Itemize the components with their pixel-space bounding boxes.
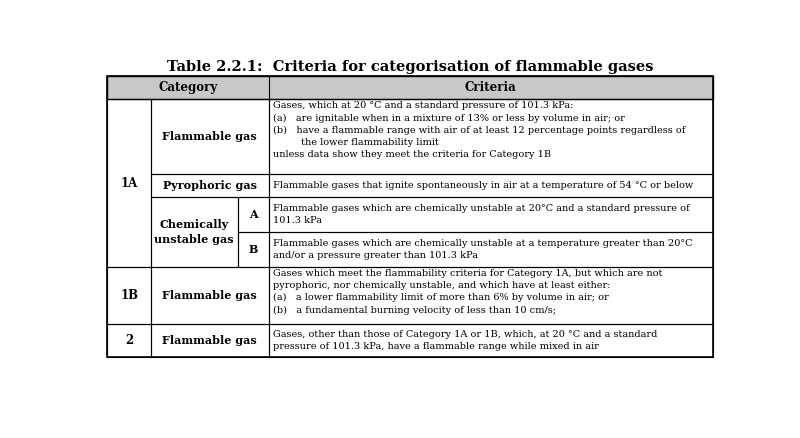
Bar bbox=[269, 174, 713, 197]
Bar bbox=[151, 197, 238, 267]
Bar bbox=[107, 324, 151, 357]
Bar bbox=[269, 99, 713, 174]
Text: Table 2.2.1:  Criteria for categorisation of flammable gases: Table 2.2.1: Criteria for categorisation… bbox=[166, 60, 654, 74]
Text: Flammable gas: Flammable gas bbox=[162, 335, 257, 346]
Text: Category: Category bbox=[158, 81, 218, 94]
Text: Pyrophoric gas: Pyrophoric gas bbox=[162, 180, 257, 191]
Bar bbox=[238, 197, 269, 232]
Bar bbox=[107, 76, 713, 99]
Bar bbox=[269, 324, 713, 357]
Bar bbox=[151, 174, 269, 197]
Text: A: A bbox=[249, 209, 258, 220]
Bar bbox=[269, 174, 713, 197]
Bar bbox=[107, 76, 713, 99]
Text: Flammable gas: Flammable gas bbox=[162, 131, 257, 142]
Bar bbox=[107, 99, 151, 267]
Text: Flammable gas: Flammable gas bbox=[162, 290, 257, 301]
Text: Gases, other than those of Category 1A or 1B, which, at 20 °C and a standard
pre: Gases, other than those of Category 1A o… bbox=[273, 330, 658, 351]
Text: Gases which meet the flammability criteria for Category 1A, but which are not
py: Gases which meet the flammability criter… bbox=[273, 269, 662, 314]
Bar bbox=[151, 324, 269, 357]
Text: Flammable gases that ignite spontaneously in air at a temperature of 54 °C or be: Flammable gases that ignite spontaneousl… bbox=[273, 181, 694, 190]
Bar bbox=[269, 99, 713, 174]
Bar bbox=[151, 99, 269, 174]
Text: 1B: 1B bbox=[120, 289, 138, 302]
Bar bbox=[107, 267, 151, 324]
Text: B: B bbox=[249, 244, 258, 255]
Bar bbox=[269, 197, 713, 232]
Bar bbox=[238, 197, 269, 232]
Bar bbox=[269, 232, 713, 267]
Text: Criteria: Criteria bbox=[465, 81, 517, 94]
Bar bbox=[107, 267, 151, 324]
Bar bbox=[269, 324, 713, 357]
Text: 1A: 1A bbox=[121, 177, 138, 190]
Bar bbox=[151, 267, 269, 324]
Bar bbox=[107, 76, 713, 357]
Bar bbox=[151, 324, 269, 357]
Text: Flammable gases which are chemically unstable at a temperature greater than 20°C: Flammable gases which are chemically uns… bbox=[273, 239, 693, 260]
Bar bbox=[151, 197, 238, 267]
Bar bbox=[151, 99, 269, 174]
Bar bbox=[269, 197, 713, 232]
Bar bbox=[238, 232, 269, 267]
Bar bbox=[107, 324, 151, 357]
Bar bbox=[269, 267, 713, 324]
Text: 2: 2 bbox=[125, 334, 134, 347]
Bar bbox=[269, 267, 713, 324]
Text: Gases, which at 20 °C and a standard pressure of 101.3 kPa:
(a)   are ignitable : Gases, which at 20 °C and a standard pre… bbox=[273, 102, 686, 159]
Bar bbox=[151, 174, 269, 197]
Bar bbox=[269, 232, 713, 267]
Bar bbox=[107, 99, 151, 267]
Bar bbox=[151, 267, 269, 324]
Text: Flammable gases which are chemically unstable at 20°C and a standard pressure of: Flammable gases which are chemically uns… bbox=[273, 204, 690, 225]
Text: Chemically
unstable gas: Chemically unstable gas bbox=[154, 219, 234, 245]
Bar bbox=[238, 232, 269, 267]
